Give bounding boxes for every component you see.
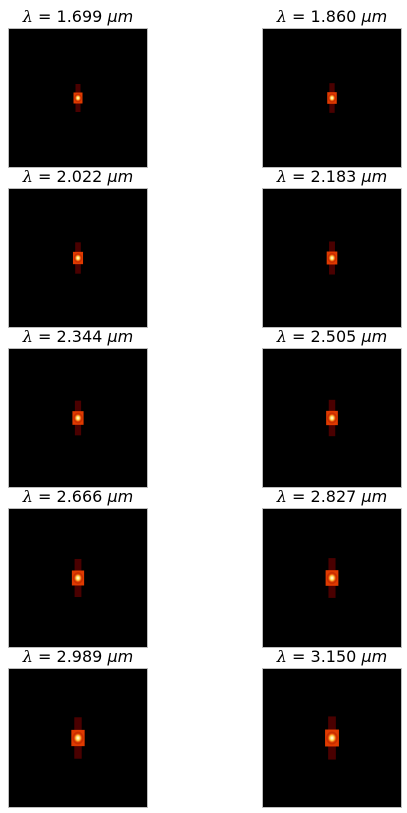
equals-sign: = [292,327,306,346]
psf-image [8,28,148,168]
wavelength-unit: μm [361,167,388,186]
equals-sign: = [292,647,306,666]
psf-spot-graphic [9,669,147,807]
psf-spot-graphic [9,509,147,647]
equals-sign: = [38,167,52,186]
wavelength-unit: μm [361,7,388,26]
lambda-symbol: λ [276,487,287,506]
psf-core [327,252,337,264]
psf-core [72,731,84,745]
psf-spot-graphic [263,29,401,167]
equals-sign: = [292,7,306,26]
panel-title: λ = 2.505 μm [242,326,407,348]
lambda-symbol: λ [276,7,287,26]
psf-core [326,412,338,424]
panel-title: λ = 3.150 μm [242,646,407,668]
panel-title: λ = 2.989 μm [0,646,168,668]
lambda-symbol: λ [22,7,33,26]
psf-image [8,508,148,648]
psf-image [8,188,148,328]
psf-image [262,508,402,648]
equals-sign: = [292,487,306,506]
wavelength-unit: μm [107,327,134,346]
psf-spot-graphic [263,669,401,807]
panel-title: λ = 2.022 μm [0,166,168,188]
psf-image [262,188,402,328]
wavelength-value: 1.699 [56,7,103,26]
psf-spot-graphic [263,509,401,647]
psf-core [325,731,339,745]
equals-sign: = [38,7,52,26]
wavelength-value: 2.666 [56,487,103,506]
equals-sign: = [38,647,52,666]
lambda-symbol: λ [22,167,33,186]
wavelength-value: 2.989 [56,647,103,666]
wavelength-unit: μm [361,647,388,666]
equals-sign: = [38,487,52,506]
lambda-symbol: λ [276,327,287,346]
psf-image [262,28,402,168]
panel-title: λ = 2.666 μm [0,486,168,508]
wavelength-value: 2.505 [310,327,357,346]
wavelength-unit: μm [107,167,134,186]
wavelength-unit: μm [361,327,388,346]
psf-spot-graphic [263,349,401,487]
panel-title: λ = 2.827 μm [242,486,407,508]
psf-image [8,348,148,488]
wavelength-value: 3.150 [310,647,357,666]
panel-title: λ = 2.344 μm [0,326,168,348]
psf-spot-graphic [9,29,147,167]
psf-spot-graphic [9,189,147,327]
wavelength-unit: μm [107,487,134,506]
wavelength-value: 2.183 [310,167,357,186]
psf-spot-graphic [263,189,401,327]
lambda-symbol: λ [22,327,33,346]
psf-core [73,252,83,264]
psf-core [73,412,83,424]
panel-title: λ = 2.183 μm [242,166,407,188]
equals-sign: = [292,167,306,186]
equals-sign: = [38,327,52,346]
psf-core [72,571,84,585]
psf-spot-graphic [9,349,147,487]
psf-image [8,668,148,808]
psf-image [262,348,402,488]
wavelength-value: 2.827 [310,487,357,506]
psf-core [74,93,82,103]
lambda-symbol: λ [276,647,287,666]
wavelength-unit: μm [107,7,134,26]
wavelength-value: 2.022 [56,167,103,186]
panel-title: λ = 1.860 μm [242,6,407,28]
wavelength-value: 1.860 [310,7,357,26]
psf-image [262,668,402,808]
lambda-symbol: λ [276,167,287,186]
panel-title: λ = 1.699 μm [0,6,168,28]
lambda-symbol: λ [22,647,33,666]
lambda-symbol: λ [22,487,33,506]
psf-core [326,571,338,585]
wavelength-unit: μm [361,487,388,506]
psf-core [327,93,337,103]
wavelength-unit: μm [107,647,134,666]
wavelength-value: 2.344 [56,327,103,346]
